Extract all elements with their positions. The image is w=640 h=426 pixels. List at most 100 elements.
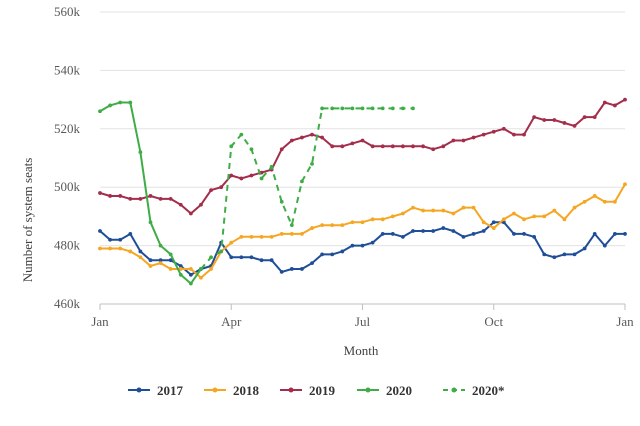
data-point bbox=[320, 223, 325, 228]
data-point bbox=[421, 208, 425, 213]
data-point bbox=[239, 132, 244, 137]
data-point bbox=[613, 103, 617, 108]
data-point bbox=[138, 255, 143, 260]
data-point bbox=[320, 135, 325, 140]
data-point bbox=[421, 229, 425, 233]
data-point bbox=[400, 234, 405, 239]
data-point bbox=[522, 232, 526, 236]
data-point bbox=[289, 138, 294, 143]
legend-item-2017[interactable]: 2017 bbox=[128, 383, 184, 398]
data-point bbox=[481, 220, 486, 225]
y-axis: 460k 480k 500k 520k 540k 560k bbox=[54, 4, 81, 311]
data-point bbox=[98, 109, 102, 114]
data-point bbox=[138, 249, 143, 254]
data-point bbox=[471, 232, 476, 236]
data-point bbox=[199, 275, 203, 280]
data-point bbox=[421, 144, 425, 149]
data-point bbox=[592, 115, 597, 120]
data-point bbox=[350, 243, 355, 248]
legend-swatch-marker bbox=[136, 387, 142, 393]
legend-swatch-marker bbox=[212, 387, 218, 393]
data-point bbox=[522, 132, 526, 137]
data-point bbox=[572, 205, 577, 210]
data-point bbox=[148, 258, 153, 263]
y-tick-label: 500k bbox=[54, 179, 81, 194]
data-point bbox=[108, 194, 112, 198]
data-point bbox=[451, 211, 456, 216]
data-point bbox=[481, 229, 486, 233]
data-point bbox=[128, 232, 133, 236]
data-point bbox=[330, 106, 335, 111]
legend-label: 2018 bbox=[233, 383, 260, 398]
data-point bbox=[411, 229, 415, 233]
y-tick-label: 560k bbox=[54, 4, 81, 19]
data-point bbox=[249, 255, 254, 260]
data-point bbox=[108, 103, 112, 108]
data-point bbox=[522, 217, 526, 222]
data-point bbox=[532, 214, 537, 219]
data-point bbox=[441, 226, 446, 230]
legend-item-2018[interactable]: 2018 bbox=[204, 383, 260, 398]
data-point bbox=[340, 223, 345, 228]
data-point bbox=[108, 246, 112, 251]
x-axis: Jan Apr Jul Oct Jan bbox=[91, 303, 634, 329]
x-tick-label: Oct bbox=[484, 314, 503, 329]
data-point bbox=[501, 217, 506, 222]
series-lines bbox=[98, 97, 627, 286]
data-point bbox=[209, 267, 213, 271]
data-point bbox=[512, 232, 516, 236]
data-point bbox=[138, 150, 143, 155]
data-point bbox=[188, 272, 193, 277]
data-point bbox=[289, 223, 294, 228]
data-point bbox=[390, 106, 395, 111]
data-point bbox=[461, 234, 466, 239]
data-point bbox=[259, 258, 264, 263]
data-point bbox=[148, 264, 153, 268]
data-point bbox=[158, 258, 163, 263]
legend-item-2020*[interactable]: 2020* bbox=[443, 383, 505, 398]
data-point bbox=[249, 147, 254, 152]
data-point bbox=[491, 220, 496, 225]
data-point bbox=[481, 132, 486, 137]
data-point bbox=[310, 226, 314, 230]
data-point bbox=[289, 232, 294, 236]
data-point bbox=[582, 199, 587, 204]
data-point bbox=[229, 173, 234, 178]
data-point bbox=[279, 232, 284, 236]
data-point bbox=[178, 267, 183, 271]
data-point bbox=[380, 217, 385, 222]
data-point bbox=[360, 243, 365, 248]
data-point bbox=[623, 97, 627, 102]
legend-item-2020[interactable]: 2020 bbox=[357, 383, 412, 398]
legend-item-2019[interactable]: 2019 bbox=[280, 383, 336, 398]
data-point bbox=[330, 252, 335, 257]
data-point bbox=[239, 176, 244, 181]
data-point bbox=[168, 258, 173, 263]
data-point bbox=[269, 164, 274, 169]
series-line bbox=[99, 101, 202, 285]
data-point bbox=[158, 196, 163, 201]
data-point bbox=[380, 106, 385, 111]
data-point bbox=[340, 106, 345, 111]
data-point bbox=[108, 237, 112, 242]
data-point bbox=[199, 202, 203, 207]
data-point bbox=[562, 121, 567, 125]
data-point bbox=[451, 229, 456, 233]
data-point bbox=[199, 267, 203, 271]
data-point bbox=[592, 232, 597, 236]
data-point bbox=[451, 138, 456, 143]
legend-swatch-marker bbox=[451, 387, 457, 393]
data-point bbox=[138, 196, 143, 201]
data-point bbox=[512, 132, 516, 137]
data-point bbox=[269, 234, 274, 239]
data-point bbox=[623, 232, 627, 236]
data-point bbox=[340, 144, 345, 149]
data-point bbox=[320, 252, 325, 257]
series-2020* bbox=[199, 106, 415, 271]
legend: 2017 2018 2019 2020 2020* bbox=[128, 383, 505, 398]
data-point bbox=[360, 138, 365, 143]
data-point bbox=[310, 261, 314, 266]
data-point bbox=[602, 100, 607, 105]
data-point bbox=[350, 220, 355, 225]
